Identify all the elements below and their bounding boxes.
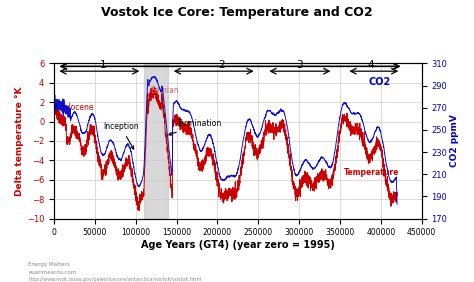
Text: 4: 4	[368, 60, 374, 70]
Text: Energy Matters: Energy Matters	[28, 263, 70, 268]
Text: 1: 1	[100, 60, 106, 70]
Text: Holocene: Holocene	[58, 103, 93, 112]
Text: Termination: Termination	[169, 120, 222, 135]
Text: 2: 2	[218, 60, 225, 70]
Text: Vostok Ice Core: Temperature and CO2: Vostok Ice Core: Temperature and CO2	[101, 6, 373, 19]
Text: Eemian: Eemian	[150, 86, 179, 95]
Text: CO2: CO2	[368, 77, 391, 87]
Text: http://www.ncdc.noaa.gov/paleo/icecore/antarctica/vostok/vostok.html: http://www.ncdc.noaa.gov/paleo/icecore/a…	[28, 277, 201, 282]
Text: Temperature: Temperature	[344, 168, 400, 177]
Y-axis label: Delta temperature °K: Delta temperature °K	[15, 86, 24, 196]
Text: Inception: Inception	[103, 122, 138, 149]
Text: 3: 3	[296, 60, 302, 70]
Bar	[144, 63, 168, 219]
X-axis label: Age Years (GT4) (year zero = 1995): Age Years (GT4) (year zero = 1995)	[141, 240, 335, 250]
Y-axis label: CO2 ppmV: CO2 ppmV	[450, 114, 459, 168]
Text: euanmearns.com: euanmearns.com	[28, 270, 77, 275]
